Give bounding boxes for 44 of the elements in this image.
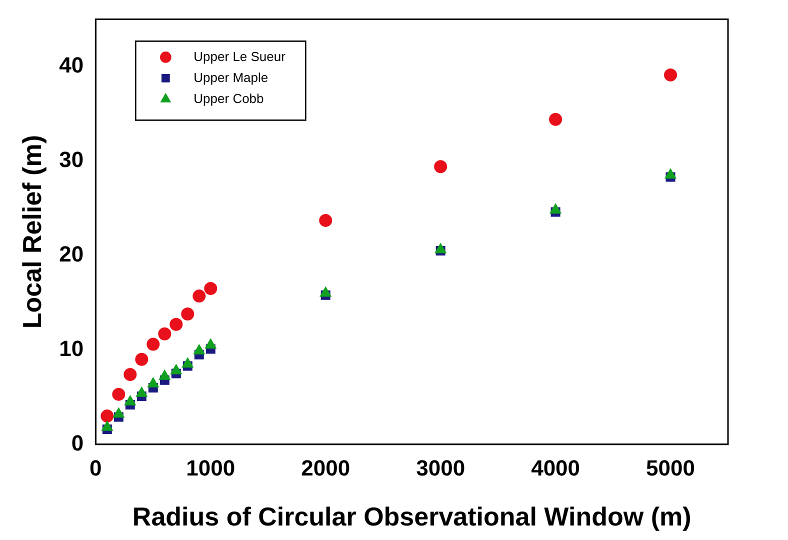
point [320,286,332,297]
point [100,410,114,423]
x-tick-label: 5000 [646,456,695,481]
point [664,168,676,179]
point [101,420,113,431]
point [124,368,137,381]
y-axis-title: Local Relief (m) [16,135,47,329]
y-tick-label: 20 [59,241,84,266]
x-tick-label: 2000 [301,456,350,481]
point [147,377,159,388]
point [136,386,148,397]
point [170,318,183,331]
point [158,327,172,340]
point [434,160,448,174]
y-tick-label: 30 [59,146,84,172]
point [158,370,170,380]
legend-label: Upper Maple [194,70,268,85]
x-tick-label: 1000 [186,456,236,481]
x-tick-label: 4000 [531,456,580,481]
x-tick-label: 3000 [416,456,466,481]
point [434,243,446,254]
point [135,352,148,366]
point [204,338,216,349]
point [112,408,124,418]
point [193,344,205,354]
point [664,68,678,82]
y-tick-label: 40 [59,52,84,78]
point [319,214,332,227]
point [181,308,194,321]
point [550,204,562,214]
legend-label: Upper Le Sueur [194,48,286,64]
point [182,358,194,368]
x-tick-label: 0 [90,456,102,481]
y-tick-label: 0 [71,430,84,456]
point [204,282,218,295]
point [146,338,160,351]
legend-label: Upper Cobb [194,90,264,106]
y-tick-label: 10 [59,336,84,361]
point [549,112,562,126]
point [170,364,182,374]
point [112,388,126,401]
point [192,290,206,303]
point [124,395,136,406]
x-axis-title: Radius of Circular Observational Window (m) [132,502,692,532]
